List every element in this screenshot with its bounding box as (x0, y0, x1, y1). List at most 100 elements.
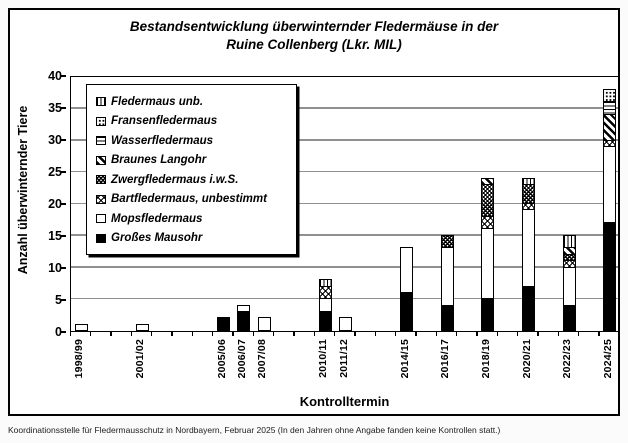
x-axis-tick (171, 332, 173, 336)
x-axis-tick (293, 332, 295, 336)
solid-swatch-icon (96, 233, 106, 243)
y-axis-tick (61, 299, 66, 301)
x-tick-label: 2006/07 (235, 339, 248, 379)
x-tick-label: 2018/19 (479, 339, 492, 379)
x-axis-tick (150, 332, 153, 336)
bar-segment (135, 323, 149, 331)
legend-item: Braunes Langohr (96, 151, 290, 171)
bar-segment (481, 177, 495, 185)
x-axis-tick (496, 332, 498, 336)
bar-segment (481, 215, 495, 230)
bar-segment (603, 101, 617, 116)
bar-2014/15 (400, 77, 413, 331)
gridline (71, 107, 618, 109)
bar-segment (481, 298, 495, 331)
gridline (71, 234, 618, 236)
bar-2020/21 (522, 77, 535, 331)
y-tick-label: 30 (48, 133, 62, 147)
legend-item: Wasserfledermaus (96, 131, 290, 151)
vertical-stripes-swatch-icon (96, 97, 106, 107)
x-axis-tick (537, 332, 539, 336)
bar-segment (562, 260, 576, 268)
bar-2006/07 (237, 77, 251, 331)
x-tick-label: 2010/11 (317, 339, 330, 378)
bar-2024/25 (603, 77, 617, 331)
y-axis-tick (61, 107, 66, 109)
bar-segment (257, 317, 271, 331)
y-axis-tick (61, 139, 66, 141)
x-tick-label: 2007/08 (256, 339, 269, 379)
x-axis-tick (354, 332, 356, 336)
legend-item: Bartfledermaus, unbestimmt (96, 190, 290, 210)
y-tick-label: 20 (48, 197, 62, 211)
legend-label: Mopsfledermaus (111, 212, 203, 225)
y-axis-tick (61, 331, 66, 333)
bar-segment (318, 310, 332, 331)
chart-title-line1: Bestandsentwicklung überwinternder Flede… (129, 19, 499, 34)
bar-segment (603, 145, 617, 224)
bar-segment (562, 304, 576, 331)
bar-2001/02 (135, 77, 149, 331)
x-axis-tick (69, 332, 71, 336)
bar-segment (440, 247, 454, 306)
bar-segment (562, 247, 576, 255)
legend-item: Fransenfledermaus (96, 112, 290, 132)
x-axis-tick (618, 332, 620, 336)
x-axis-tick (211, 332, 214, 336)
bar-segment (603, 139, 617, 147)
bar-2005/06 (217, 77, 230, 331)
x-axis-tick (415, 332, 417, 336)
crosshatch-light-swatch-icon (96, 194, 106, 204)
chart-title-line2: Ruine Collenberg (Lkr. MIL) (226, 37, 402, 53)
x-axis-tick (252, 332, 254, 336)
legend-label: Fransenfledermaus (111, 115, 218, 128)
bar-segment (603, 114, 617, 141)
x-axis-tick (232, 332, 234, 336)
y-axis-tick (61, 235, 66, 237)
bar-segment (603, 88, 617, 103)
bar-segment (74, 323, 88, 331)
x-axis-tick (130, 332, 132, 336)
bar-segment (481, 183, 495, 217)
gridline (71, 170, 618, 173)
legend-item: Mopsfledermaus (96, 209, 290, 229)
y-axis-title: Anzahl überwinternder Tiere (16, 105, 30, 275)
y-tick-label: 5 (55, 293, 62, 307)
bar-2016/17 (440, 77, 454, 331)
bar-2022/23 (562, 77, 576, 331)
bar-segment (562, 234, 576, 249)
x-axis-tick (577, 332, 580, 336)
x-tick-label: 2022/23 (561, 339, 574, 379)
x-axis-tick (476, 332, 478, 336)
horizontal-stripes-swatch-icon (96, 136, 106, 146)
chart-frame: Bestandsentwicklung überwinternder Flede… (8, 8, 620, 416)
y-tick-label: 0 (55, 325, 62, 339)
diagonal-stripes-swatch-icon (96, 155, 106, 165)
legend-label: Bartfledermaus, unbestimmt (111, 193, 267, 206)
bar-segment (522, 183, 535, 204)
bar-segment (522, 177, 535, 185)
footer-caption: Koordinationsstelle für Fledermausschutz… (8, 425, 501, 435)
legend-label: Braunes Langohr (111, 154, 207, 167)
x-axis-tick (435, 332, 437, 336)
y-axis-tick (61, 267, 66, 269)
x-tick-label: 2011/12 (337, 339, 350, 378)
bar-segment (339, 317, 352, 331)
x-axis-tick (191, 332, 193, 336)
bar-segment (562, 266, 576, 306)
legend-item: Fledermaus unb. (96, 92, 290, 112)
y-tick-label: 40 (48, 69, 62, 83)
bar-segment (481, 228, 495, 300)
chart-title: Bestandsentwicklung überwinternder Flede… (10, 18, 618, 54)
x-axis-tick (110, 332, 112, 336)
x-axis-tick (557, 332, 559, 336)
legend-label: Wasserfledermaus (111, 134, 214, 147)
dot-grid-swatch-icon (96, 116, 106, 126)
x-tick-label: 2005/06 (215, 339, 228, 379)
bar-2011/12 (339, 77, 352, 331)
gridline (71, 202, 618, 204)
gridline (71, 297, 618, 300)
x-tick-label: 1998/99 (73, 339, 86, 379)
legend-label: Zwergfledermaus i.w.S. (111, 173, 239, 186)
